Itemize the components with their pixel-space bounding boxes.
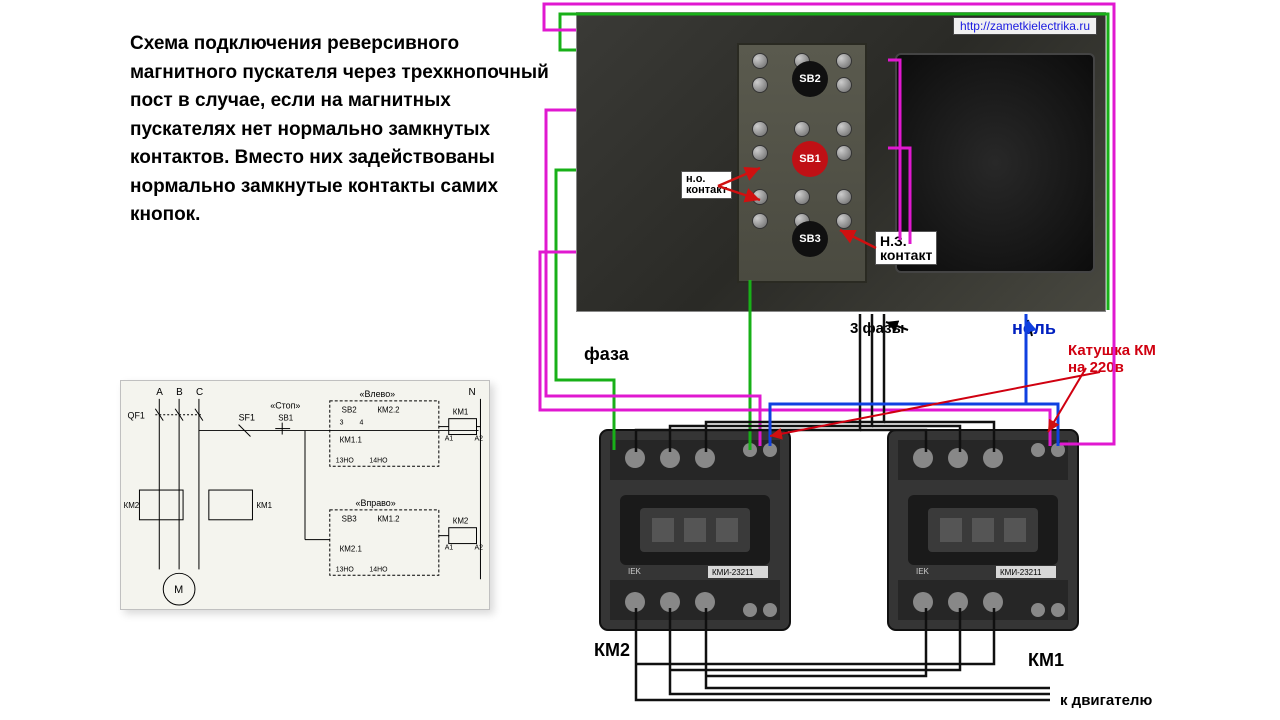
svg-text:SB3: SB3 <box>342 515 358 524</box>
to-motor-label: к двигателю <box>1060 692 1152 709</box>
svg-text:4: 4 <box>360 420 364 427</box>
coil-label: Катушка КМ на 220в <box>1068 342 1156 376</box>
main-description-text: Схема подключения реверсивного магнитног… <box>130 30 550 230</box>
sb3-button: SB3 <box>792 221 828 257</box>
svg-text:A1: A1 <box>445 545 454 552</box>
stop-label: «Стоп» <box>270 401 300 411</box>
phase-a-label: A <box>156 387 163 398</box>
qf1-label: QF1 <box>128 411 145 421</box>
three-phases-label: 3 фазы <box>850 320 904 337</box>
svg-text:КМ1: КМ1 <box>453 408 469 417</box>
right-label: «Вправо» <box>356 498 396 508</box>
svg-text:КМ1.1: КМ1.1 <box>340 435 363 444</box>
svg-text:IEK: IEK <box>916 567 930 576</box>
phase-c-label: C <box>196 387 203 398</box>
phase-b-label: B <box>176 387 183 398</box>
svg-text:КМ2.1: КМ2.1 <box>340 545 363 554</box>
svg-text:14НО: 14НО <box>369 457 388 464</box>
svg-text:IEK: IEK <box>628 567 642 576</box>
sf1-label: SF1 <box>239 413 255 423</box>
sb1-schem-label: SB1 <box>278 414 294 423</box>
nz-contact-label: Н.З. контакт <box>875 231 937 265</box>
neutral-label: N <box>469 387 476 398</box>
svg-text:SB2: SB2 <box>342 406 357 415</box>
sb1-button: SB1 <box>792 141 828 177</box>
svg-text:A1: A1 <box>445 435 454 442</box>
no-contact-label: н.о. контакт <box>681 171 732 199</box>
schematic-diagram: A B C N QF1 SF1 «Стоп» SB1 «Влево» SB2 К… <box>120 380 490 610</box>
svg-text:14НО: 14НО <box>369 566 388 573</box>
svg-text:КМ1.2: КМ1.2 <box>377 515 399 524</box>
svg-text:КМИ-23211: КМИ-23211 <box>1000 568 1042 577</box>
km2-label: КМ2 <box>594 640 630 661</box>
svg-text:3: 3 <box>340 420 344 427</box>
svg-text:13НО: 13НО <box>336 566 355 573</box>
sb2-button: SB2 <box>792 61 828 97</box>
zero-label: ноль <box>1012 318 1056 339</box>
contactor-km2: IEK КМИ-23211 <box>590 420 800 650</box>
svg-text:КМ1: КМ1 <box>256 501 272 510</box>
km1-label: КМ1 <box>1028 650 1064 671</box>
svg-text:КМ2: КМ2 <box>124 501 140 510</box>
svg-text:КМ2: КМ2 <box>453 517 469 526</box>
phase-label: фаза <box>584 344 629 365</box>
contactor-km1: IEK КМИ-23211 <box>878 420 1088 650</box>
svg-text:КМ2.2: КМ2.2 <box>377 406 399 415</box>
svg-text:A2: A2 <box>475 545 484 552</box>
source-url-badge: http://zametkielectrika.ru <box>953 17 1097 35</box>
svg-text:13НО: 13НО <box>336 457 355 464</box>
svg-text:КМИ-23211: КМИ-23211 <box>712 568 754 577</box>
motor-label: М <box>174 584 183 596</box>
pushbutton-station-photo: http://zametkielectrika.ru SB2 SB1 SB3 н… <box>576 12 1106 312</box>
left-label: «Влево» <box>360 389 396 399</box>
svg-text:A2: A2 <box>475 435 484 442</box>
